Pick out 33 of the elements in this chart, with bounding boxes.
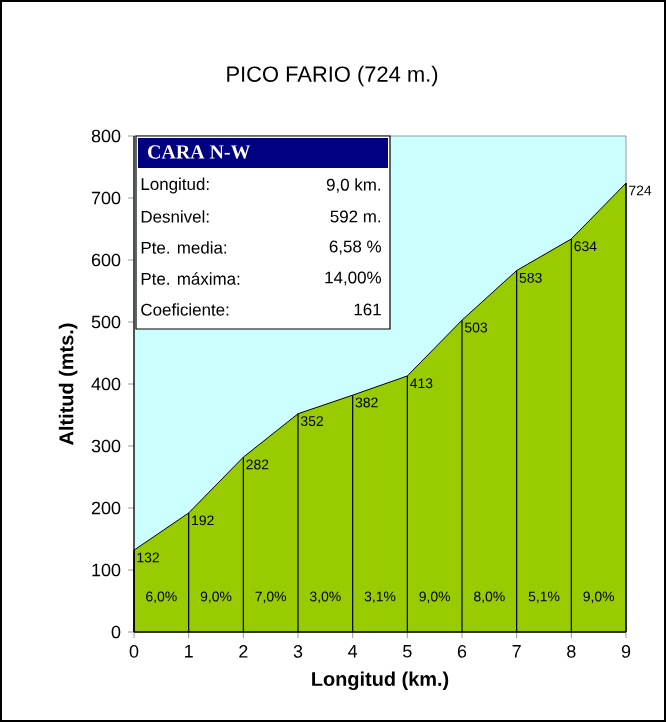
annotation: CARA N-W — [148, 145, 251, 159]
x-tick-label: 7 — [512, 645, 521, 658]
annotation: Coeficiente: — [141, 303, 229, 316]
y-tick-label: 700 — [91, 191, 121, 205]
x-tick-label: 9 — [621, 645, 631, 658]
y-tick-label: 100 — [92, 563, 121, 577]
annotation: 592 m. — [330, 210, 381, 223]
x-tick-label: 8 — [567, 645, 576, 658]
x-tick-label: 6 — [457, 645, 467, 658]
y-tick-label: 200 — [91, 501, 121, 515]
y-tick-label: 300 — [91, 439, 121, 453]
chart-title: PICO FARIO (724 m.) — [227, 65, 438, 87]
y-tick-label: 0 — [111, 625, 121, 639]
x-tick-label: 3 — [293, 645, 303, 658]
y-tick-label: 800 — [91, 129, 121, 143]
y-tick-label: 600 — [91, 253, 121, 267]
annotation: Desnivel: — [141, 210, 209, 223]
x-tick-label: 5 — [403, 645, 412, 658]
y-tick-label: 500 — [91, 315, 121, 329]
annotation: 6,58 % — [329, 240, 381, 255]
annotation: 9,0 km. — [326, 178, 381, 193]
annotation: Pte. máxima: — [141, 272, 240, 285]
y-tick-label: 400 — [91, 377, 121, 391]
annotation: 161 — [354, 303, 381, 316]
y-axis-title: Altitud (mts.) — [58, 323, 78, 445]
annotation: Pte. media: — [141, 241, 227, 254]
x-tick-label: 1 — [185, 645, 193, 658]
annotation: 14,00% — [325, 271, 381, 286]
x-tick-label: 0 — [129, 645, 139, 658]
x-axis-title: Longitud (km.) — [312, 671, 449, 691]
x-tick-label: 2 — [239, 645, 248, 658]
x-tick-label: 4 — [348, 645, 358, 658]
annotation: Longitud: — [141, 177, 209, 194]
